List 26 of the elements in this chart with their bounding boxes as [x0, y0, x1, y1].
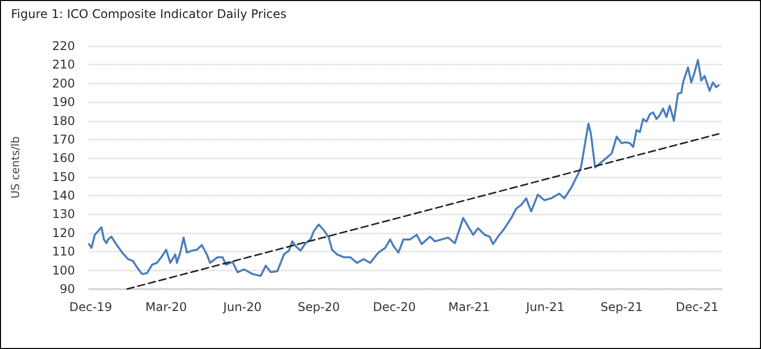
x-tick-label: Dec-20 [372, 300, 416, 314]
y-tick-label: 160 [52, 151, 75, 166]
y-tick-label: 200 [52, 76, 75, 90]
y-tick-label: 90 [60, 282, 75, 296]
y-tick-label: 130 [52, 207, 75, 222]
y-tick-label: 120 [52, 226, 75, 240]
y-tick-label: 190 [52, 95, 75, 110]
x-tick-label: Mar-20 [145, 300, 187, 314]
y-tick-label: 210 [52, 58, 75, 72]
y-tick-label: 220 [52, 39, 75, 53]
x-tick-label: Jun-21 [525, 300, 564, 314]
chart-title: Figure 1: ICO Composite Indicator Daily Prices [11, 7, 287, 21]
x-tick-label: Dec-19 [69, 300, 112, 314]
x-tick-label: Dec-21 [676, 300, 719, 314]
y-tick-label: 100 [52, 263, 75, 278]
x-tick-label: Sep-21 [600, 300, 643, 314]
y-tick-label: 140 [52, 188, 75, 203]
y-axis-title: US cents/lb [9, 136, 22, 199]
y-tick-label: 180 [52, 114, 75, 128]
y-tick-label: 110 [52, 244, 75, 259]
line-series [88, 59, 720, 277]
x-tick-label: Mar-21 [448, 300, 490, 314]
y-tick-label: 170 [52, 132, 75, 146]
x-tick-label: Jun-20 [222, 300, 262, 314]
y-tick-label: 150 [52, 170, 75, 184]
x-tick-label: Sep-20 [298, 300, 340, 314]
